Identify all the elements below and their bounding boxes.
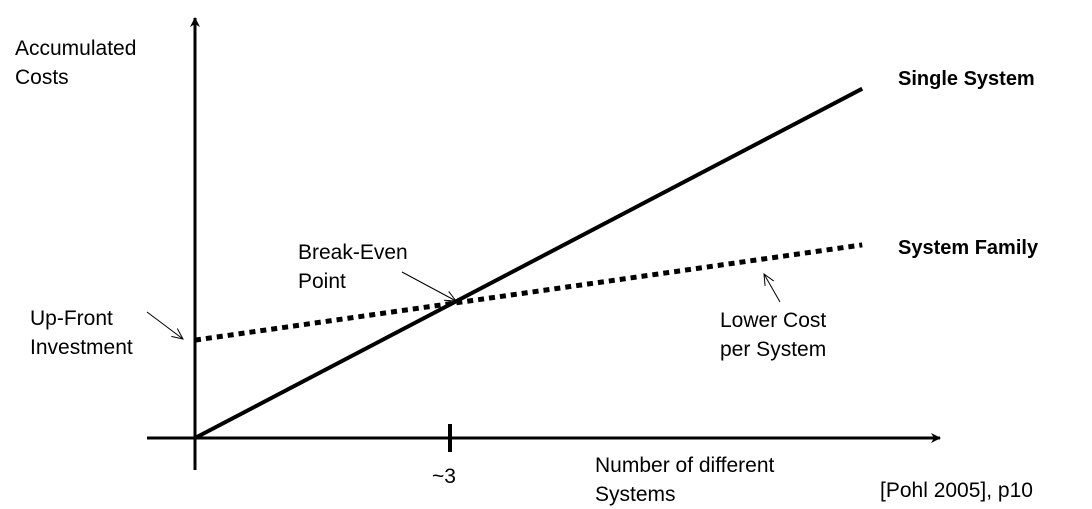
y-axis-label: Accumulated Costs — [15, 37, 137, 89]
x-axis-label: Number of different Systems — [595, 454, 775, 506]
break-even-arrow — [401, 271, 456, 301]
lower-cost-label: Lower Cost per System — [720, 309, 827, 361]
legend-single-system: Single System — [898, 68, 1035, 90]
legend-system-family: System Family — [898, 237, 1039, 259]
x-tick-label: ~3 — [432, 465, 456, 488]
lower-cost-arrow — [764, 274, 781, 303]
series-line-system-family — [194, 242, 863, 343]
up-front-arrow — [146, 311, 183, 339]
series-line-single-system — [194, 86, 864, 440]
up-front-label: Up-Front Investment — [30, 307, 133, 359]
break-even-label: Break-Even Point — [298, 241, 408, 293]
source-citation: [Pohl 2005], p10 — [880, 479, 1033, 502]
